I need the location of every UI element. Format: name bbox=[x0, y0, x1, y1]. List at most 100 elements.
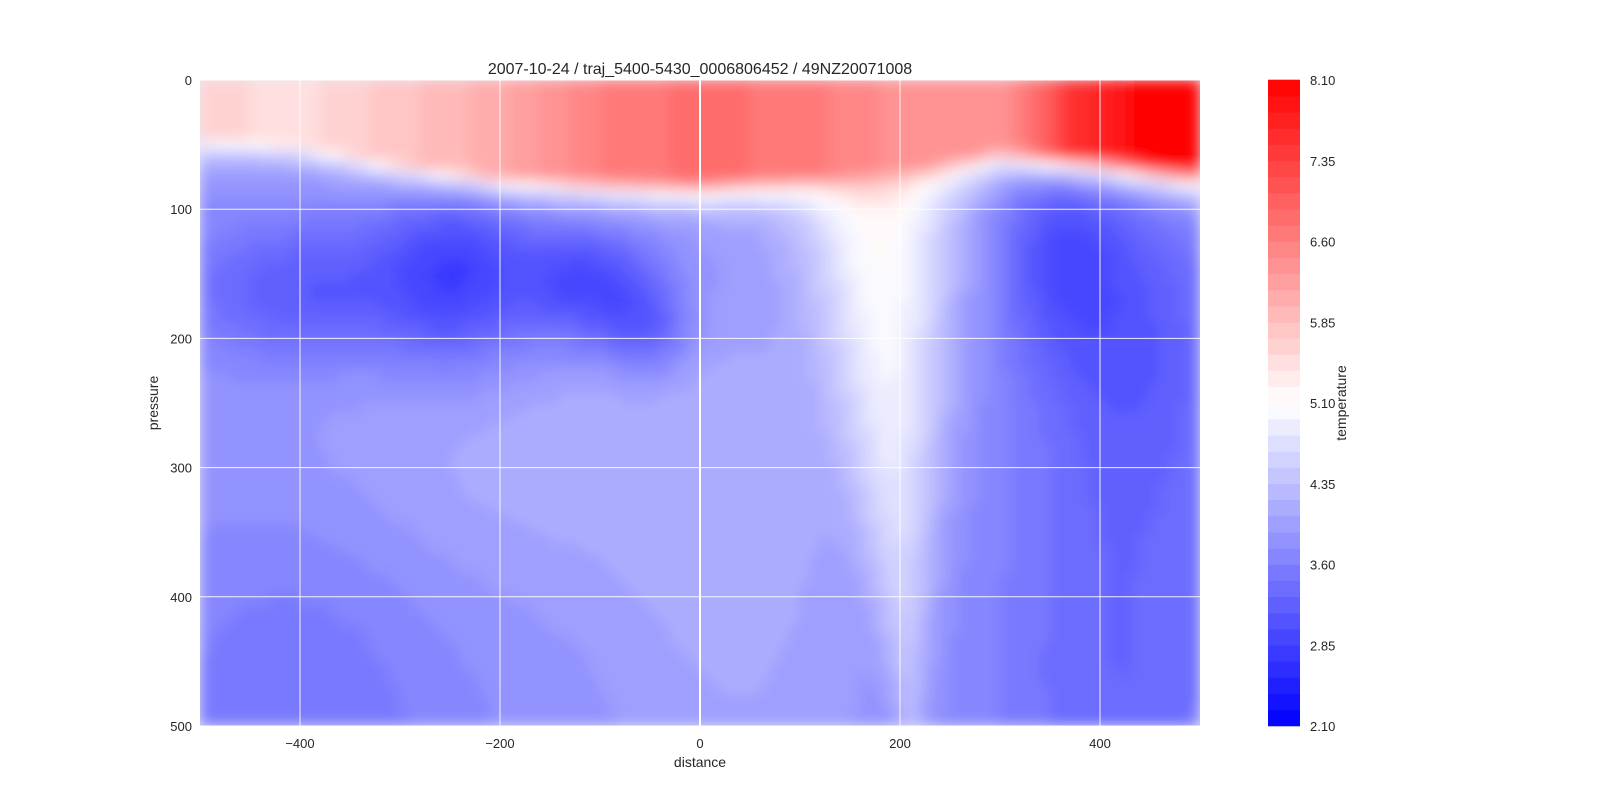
heatmap-cell bbox=[759, 301, 771, 313]
heatmap-cell bbox=[789, 190, 801, 202]
heatmap-cell bbox=[329, 321, 341, 333]
heatmap-cell bbox=[369, 675, 381, 687]
heatmap-cell bbox=[209, 109, 221, 121]
heatmap-cell bbox=[299, 140, 311, 152]
heatmap-cell bbox=[419, 574, 431, 586]
heatmap-cell bbox=[329, 190, 341, 202]
heatmap-cell bbox=[579, 705, 591, 717]
heatmap-cell bbox=[429, 362, 441, 374]
heatmap-cell bbox=[289, 230, 301, 242]
heatmap-cell bbox=[739, 230, 751, 242]
heatmap-cell bbox=[919, 584, 931, 596]
heatmap-cell bbox=[659, 594, 671, 606]
heatmap-cell bbox=[709, 664, 721, 677]
heatmap-cell bbox=[309, 452, 321, 465]
heatmap-cell bbox=[269, 392, 281, 404]
heatmap-cell bbox=[519, 422, 531, 434]
heatmap-cell bbox=[319, 180, 331, 192]
heatmap-cell bbox=[689, 513, 701, 525]
heatmap-cell bbox=[629, 614, 641, 626]
heatmap-cell bbox=[619, 675, 631, 687]
heatmap-cell bbox=[449, 241, 461, 253]
heatmap-cell bbox=[779, 362, 791, 374]
heatmap-cell bbox=[639, 392, 651, 404]
heatmap-cell bbox=[229, 362, 241, 374]
heatmap-cell bbox=[539, 150, 551, 162]
heatmap-cell bbox=[509, 422, 521, 434]
heatmap-cell bbox=[200, 382, 211, 394]
heatmap-cell bbox=[799, 261, 811, 273]
heatmap-cell bbox=[949, 463, 961, 475]
heatmap-cell bbox=[239, 160, 251, 172]
heatmap-cell bbox=[549, 604, 561, 616]
heatmap-cell bbox=[489, 564, 501, 576]
heatmap-cell bbox=[200, 109, 211, 121]
heatmap-cell bbox=[429, 261, 441, 273]
heatmap-cell bbox=[609, 634, 621, 646]
heatmap-cell bbox=[569, 503, 581, 515]
heatmap-cell bbox=[699, 119, 711, 131]
heatmap-cell bbox=[229, 422, 241, 434]
heatmap-cell bbox=[469, 311, 481, 323]
heatmap-cell bbox=[619, 129, 631, 142]
heatmap-cell bbox=[779, 352, 791, 364]
heatmap-cell bbox=[689, 463, 701, 475]
heatmap-cell bbox=[749, 503, 761, 515]
heatmap-cell bbox=[589, 715, 601, 726]
heatmap-cell bbox=[479, 584, 491, 596]
heatmap-cell bbox=[499, 301, 511, 313]
heatmap-cell bbox=[659, 574, 671, 586]
heatmap-cell bbox=[489, 463, 501, 475]
heatmap-cell bbox=[589, 685, 601, 697]
heatmap-cell bbox=[599, 271, 611, 283]
heatmap-cell bbox=[479, 392, 491, 404]
heatmap-cell bbox=[599, 553, 611, 565]
heatmap-cell bbox=[489, 614, 501, 626]
heatmap-cell bbox=[629, 664, 641, 677]
heatmap-cell bbox=[209, 230, 221, 242]
heatmap-cell bbox=[949, 483, 961, 495]
heatmap-cell bbox=[329, 301, 341, 313]
heatmap-cell bbox=[689, 281, 701, 293]
heatmap-cell bbox=[739, 382, 751, 394]
heatmap-cell bbox=[759, 331, 771, 343]
heatmap-cell bbox=[439, 331, 451, 343]
heatmap-cell bbox=[909, 291, 921, 303]
heatmap-cell bbox=[429, 311, 441, 323]
heatmap-cell bbox=[669, 241, 681, 253]
heatmap-cell bbox=[449, 352, 461, 364]
heatmap-cell bbox=[859, 362, 871, 374]
heatmap-cell bbox=[639, 463, 651, 475]
heatmap-cell bbox=[469, 614, 481, 626]
heatmap-cell bbox=[879, 382, 891, 394]
heatmap-cell bbox=[889, 715, 901, 726]
heatmap-cell bbox=[669, 523, 681, 535]
heatmap-cell bbox=[949, 422, 961, 434]
heatmap-cell bbox=[559, 311, 571, 323]
heatmap-cell bbox=[549, 564, 561, 576]
heatmap-cell bbox=[200, 664, 211, 677]
heatmap-cell bbox=[429, 463, 441, 475]
heatmap-cell bbox=[669, 261, 681, 273]
heatmap-cell bbox=[349, 634, 361, 646]
heatmap-cell bbox=[909, 523, 921, 535]
heatmap-cell bbox=[759, 675, 771, 687]
heatmap-cell bbox=[909, 271, 921, 283]
heatmap-cell bbox=[619, 241, 631, 253]
heatmap-cell bbox=[759, 382, 771, 394]
heatmap-cell bbox=[489, 261, 501, 273]
heatmap-cell bbox=[269, 352, 281, 364]
heatmap-cell bbox=[419, 150, 431, 162]
heatmap-cell bbox=[889, 402, 901, 414]
heatmap-cell bbox=[969, 321, 981, 333]
heatmap-cell bbox=[939, 493, 951, 505]
heatmap-cell bbox=[409, 533, 421, 545]
heatmap-cell bbox=[849, 452, 861, 465]
heatmap-cell bbox=[859, 160, 871, 172]
heatmap-cell bbox=[289, 513, 301, 525]
heatmap-cell bbox=[459, 483, 471, 495]
heatmap-cell bbox=[819, 362, 831, 374]
heatmap-cell bbox=[529, 220, 541, 232]
heatmap-cell bbox=[429, 372, 441, 384]
heatmap-cell bbox=[569, 230, 581, 242]
